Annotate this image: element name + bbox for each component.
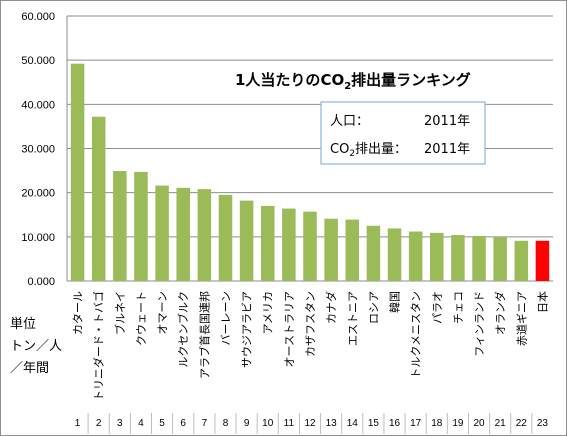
rank-label: 12 bbox=[304, 418, 316, 429]
bar bbox=[197, 189, 212, 281]
bar bbox=[535, 240, 550, 281]
y-tick-label: 10.000 bbox=[21, 232, 55, 244]
category-label: カタール bbox=[72, 291, 85, 335]
category-label: トリニダード・トバゴ bbox=[92, 291, 106, 401]
bar bbox=[387, 228, 402, 281]
category-label: 日本 bbox=[535, 291, 549, 313]
bar bbox=[493, 237, 507, 281]
y-tick-label: 20.000 bbox=[21, 188, 55, 200]
bar bbox=[430, 232, 444, 281]
rank-label: 22 bbox=[516, 418, 528, 429]
category-labels: カタール トリニダード・トバゴ ブルネイ クウェート オマーン ルクセンブルク アラブ首長国… bbox=[72, 291, 550, 401]
rank-label: 1 bbox=[75, 418, 81, 429]
category-label: サウジアラビア bbox=[241, 291, 254, 368]
category-label: ロシア bbox=[367, 291, 380, 324]
rank-label: 11 bbox=[284, 418, 295, 429]
category-label: トルクメニスタン bbox=[410, 291, 423, 379]
category-label: パラオ bbox=[431, 291, 444, 324]
category-label: ブルネイ bbox=[113, 291, 127, 335]
rank-label: 21 bbox=[495, 418, 507, 429]
category-label: オランダ bbox=[493, 291, 507, 335]
rank-label: 23 bbox=[537, 418, 549, 429]
rank-label: 18 bbox=[431, 418, 443, 429]
rank-label: 14 bbox=[347, 418, 359, 429]
bar bbox=[176, 187, 190, 281]
chart-title: 1人当たりのCO2排出量ランキング bbox=[235, 71, 471, 92]
category-label: オマーン bbox=[156, 291, 169, 334]
rank-label: 15 bbox=[368, 418, 380, 429]
bar bbox=[366, 225, 381, 281]
info-row-population-label: 人口： bbox=[330, 114, 369, 129]
bar bbox=[91, 116, 106, 281]
y-tick-label: 30.000 bbox=[21, 144, 55, 156]
bar bbox=[260, 205, 275, 281]
bar bbox=[324, 218, 338, 281]
bar bbox=[239, 200, 254, 281]
rank-label: 16 bbox=[389, 418, 401, 429]
category-label: チェコ bbox=[452, 291, 465, 324]
rank-label: 6 bbox=[180, 418, 186, 429]
rank-label: 5 bbox=[159, 418, 165, 429]
bar bbox=[303, 211, 317, 281]
rank-label: 9 bbox=[244, 418, 250, 429]
bar bbox=[113, 171, 127, 281]
bar bbox=[134, 171, 148, 281]
info-row-co2-year: 2011年 bbox=[424, 142, 470, 157]
rank-label: 7 bbox=[202, 418, 208, 429]
bar bbox=[345, 219, 360, 281]
category-label: カザフスタン bbox=[304, 291, 317, 357]
category-label: アラブ首長国連邦 bbox=[197, 291, 211, 379]
y-tick-label: 40.000 bbox=[21, 99, 55, 111]
bar bbox=[514, 240, 529, 281]
category-label: エストニア bbox=[346, 291, 359, 346]
bar bbox=[155, 185, 169, 281]
rank-label: 13 bbox=[326, 418, 338, 429]
bar bbox=[70, 63, 85, 282]
category-label: ルクセンブルク bbox=[176, 291, 190, 368]
info-row-population-year: 2011年 bbox=[424, 114, 470, 129]
bars bbox=[70, 63, 550, 282]
unit-label-line-3: ／年間 bbox=[10, 361, 49, 376]
category-label: フィンランド bbox=[473, 291, 486, 357]
rank-label: 20 bbox=[473, 418, 485, 429]
bar bbox=[408, 231, 423, 281]
rank-labels: 1 2 3 4 5 6 7 8 9 10 11 12 13 14 15 16 17 18 19 20 21 22 23 bbox=[75, 413, 549, 434]
info-row-co2-label: CO2排出量： bbox=[330, 142, 407, 159]
category-label: カナダ bbox=[324, 291, 338, 324]
category-label: アメリカ bbox=[262, 291, 275, 334]
rank-label: 19 bbox=[452, 418, 464, 429]
bar bbox=[282, 208, 296, 281]
bar bbox=[451, 235, 465, 281]
y-tick-label: 60.000 bbox=[21, 11, 55, 23]
rank-label: 3 bbox=[117, 418, 123, 429]
category-label: クウェート bbox=[135, 291, 148, 346]
unit-label: 単位 トン／人 ／年間 bbox=[10, 316, 62, 376]
unit-label-line-2: トン／人 bbox=[10, 339, 62, 354]
category-label: 韓国 bbox=[389, 291, 402, 313]
info-box: 人口： 2011年 CO2排出量： 2011年 bbox=[320, 101, 486, 165]
category-label: オーストラリア bbox=[283, 291, 296, 367]
y-tick-label: 0.000 bbox=[27, 276, 55, 288]
rank-label: 17 bbox=[410, 418, 422, 429]
rank-label: 10 bbox=[262, 418, 274, 429]
category-label: 赤道ギニア bbox=[514, 291, 528, 346]
rank-label: 2 bbox=[96, 418, 102, 429]
rank-label: 4 bbox=[138, 418, 144, 429]
unit-label-line-1: 単位 bbox=[10, 316, 36, 332]
y-tick-label: 50.000 bbox=[21, 55, 55, 67]
rank-label: 8 bbox=[223, 418, 229, 429]
bar bbox=[218, 194, 233, 281]
category-label: バーレーン bbox=[219, 291, 232, 345]
bar bbox=[472, 235, 486, 281]
y-axis-ticks: 0.000 10.000 20.000 30.000 40.000 50.000 60.00… bbox=[21, 11, 55, 288]
